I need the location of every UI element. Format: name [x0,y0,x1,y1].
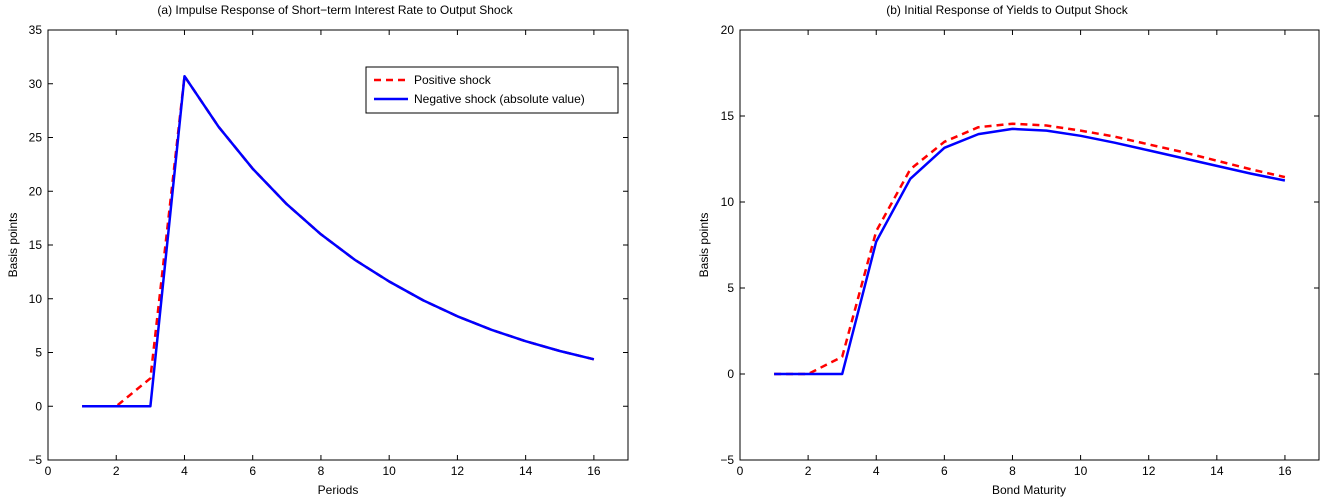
x-tick-label: 2 [113,464,120,478]
x-tick-label: 10 [382,464,396,478]
x-tick-label: 0 [737,464,744,478]
y-tick-label: 20 [721,23,735,37]
panel-a-title: (a) Impulse Response of Short−term Inter… [157,3,513,17]
y-tick-label: 5 [35,346,42,360]
x-tick-label: 4 [873,464,880,478]
panel-b: (b) Initial Response of Yields to Output… [697,3,1320,497]
x-tick-label: 12 [451,464,465,478]
y-tick-label: 10 [29,292,43,306]
x-tick-label: 0 [45,464,52,478]
y-tick-label: −5 [720,453,734,467]
y-tick-label: 5 [727,281,734,295]
panel-b-lines [774,122,1286,376]
legend-label-positive-shock: Positive shock [414,73,492,87]
panel-b-title: (b) Initial Response of Yields to Output… [886,3,1128,17]
panel-a-legend: Positive shock Negative shock (absolute … [365,66,619,114]
panel-a: (a) Impulse Response of Short−term Inter… [6,3,629,497]
y-tick-label: 15 [29,238,43,252]
x-tick-label: 16 [587,464,601,478]
x-tick-label: 14 [1210,464,1224,478]
x-tick-label: 6 [941,464,948,478]
x-tick-label: 4 [181,464,188,478]
panel-b-x-axis-label: Bond Maturity [992,483,1066,497]
x-tick-label: 12 [1142,464,1156,478]
x-tick-label: 10 [1074,464,1088,478]
x-tick-label: 8 [318,464,325,478]
panel-a-lines [82,74,595,408]
y-tick-label: 20 [29,184,43,198]
y-tick-label: 0 [35,399,42,413]
series-line-negative-shock [82,74,595,408]
y-tick-label: −5 [28,453,42,467]
panel-a-x-axis-label: Periods [318,483,359,497]
panel-b-y-axis-label: Basis points [697,213,711,278]
y-tick-label: 0 [727,367,734,381]
y-tick-label: 25 [29,131,43,145]
y-tick-label: 30 [29,77,43,91]
panel-b-plot-area [739,29,1320,461]
series-line-positive-shock [82,74,595,408]
series-line-negative-shock [774,127,1286,376]
y-tick-label: 15 [721,109,735,123]
x-tick-label: 14 [519,464,533,478]
y-tick-label: 35 [29,23,43,37]
x-tick-label: 6 [249,464,256,478]
x-tick-label: 16 [1278,464,1292,478]
x-tick-label: 2 [805,464,812,478]
y-tick-label: 10 [721,195,735,209]
legend-box [365,66,619,114]
series-line-positive-shock [774,122,1286,376]
panel-a-y-axis-label: Basis points [6,213,20,278]
legend-label-negative-shock: Negative shock (absolute value) [414,92,585,106]
x-tick-label: 8 [1009,464,1016,478]
